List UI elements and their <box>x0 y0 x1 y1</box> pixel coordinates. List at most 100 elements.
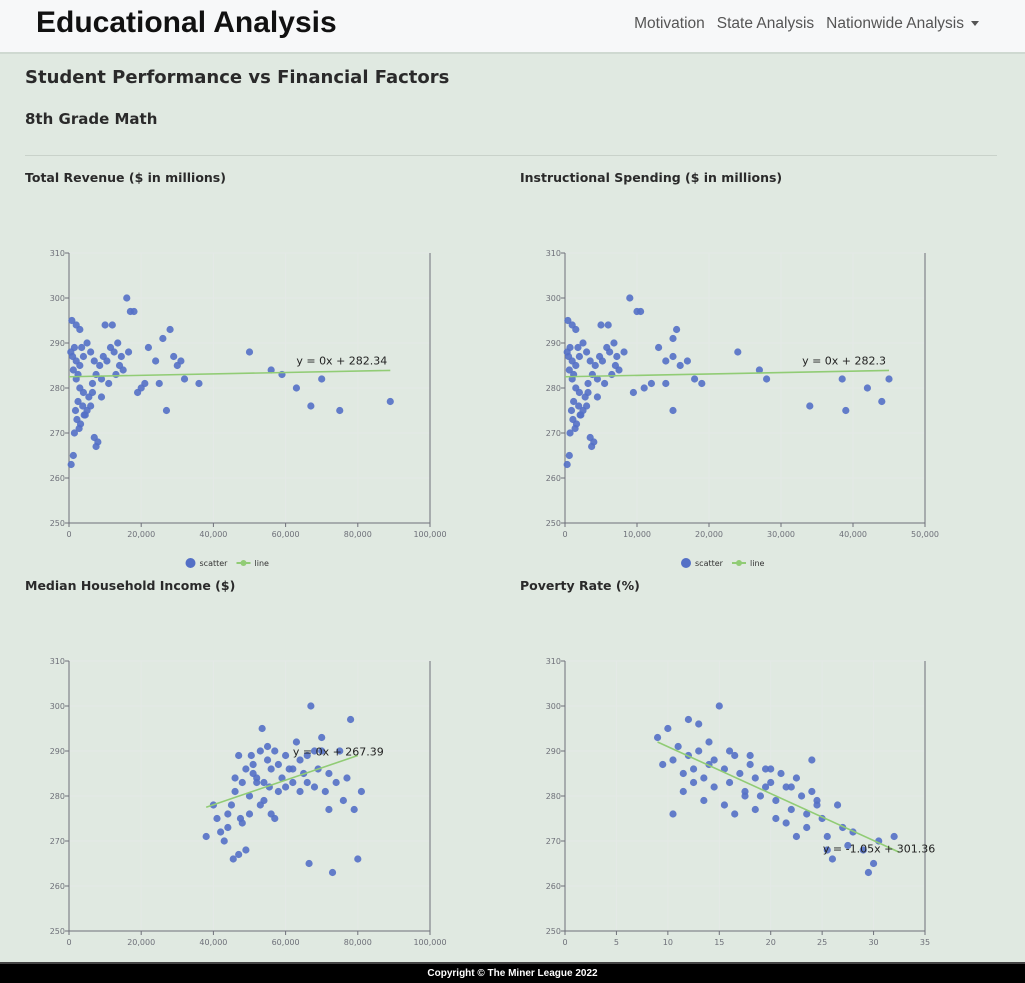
scatter-point <box>755 366 764 374</box>
scatter-point <box>305 859 313 868</box>
scatter-point <box>710 756 718 764</box>
scatter-point <box>772 796 780 805</box>
scatter-point <box>669 334 677 343</box>
scatter-point <box>289 765 297 773</box>
y-tick-label: 260 <box>50 882 65 891</box>
scatter-point <box>79 388 88 397</box>
scatter-point <box>763 375 771 383</box>
scatter-point <box>669 810 677 818</box>
scatter-point <box>610 339 618 347</box>
x-tick-label: 0 <box>562 938 567 947</box>
x-tick-label: 35 <box>920 938 930 947</box>
scatter-point <box>112 370 120 379</box>
scatter-point <box>725 778 734 787</box>
chart-title-income: Median Household Income ($) <box>25 578 236 593</box>
nav-nationwide-analysis[interactable]: Nationwide Analysis <box>826 15 979 33</box>
y-tick-label: 260 <box>546 474 561 483</box>
scatter-point <box>217 828 225 836</box>
scatter-point <box>303 751 311 760</box>
scatter-point <box>565 451 573 460</box>
scatter-point <box>321 787 329 796</box>
y-tick-label: 310 <box>50 249 65 258</box>
scatter-point <box>700 796 708 805</box>
scatter-point <box>613 352 621 361</box>
scatter-point <box>813 801 821 809</box>
x-tick-label: 50,000 <box>911 530 939 539</box>
scatter-point <box>69 366 77 374</box>
legend-scatter-label: scatter <box>200 559 229 568</box>
scatter-point <box>569 415 577 424</box>
x-tick-label: 100,000 <box>413 938 446 947</box>
scatter-point <box>336 747 344 755</box>
scatter-point <box>673 325 681 334</box>
scatter-point <box>577 411 585 419</box>
scatter-point <box>90 357 98 365</box>
scatter-chart-1: 250 260 270 280 290 300 310 0 10,000 20,000 30,000… <box>546 249 939 568</box>
scatter-point <box>655 343 663 352</box>
x-tick-label: 40,000 <box>199 530 227 539</box>
y-tick-label: 310 <box>50 657 65 666</box>
scatter-point <box>689 765 698 773</box>
scatter-point <box>746 760 754 769</box>
scatter-point <box>869 859 878 868</box>
scatter-point <box>705 738 713 746</box>
x-tick-label: 0 <box>66 938 71 947</box>
scatter-point <box>245 810 254 818</box>
scatter-point <box>647 379 656 388</box>
scatter-point <box>591 361 599 370</box>
scatter-chart-3: 250 260 270 280 290 300 310 0 5 10 15 20 25 30 35 y = -… <box>546 657 936 947</box>
x-tick-label: 10,000 <box>623 530 651 539</box>
scatter-point <box>629 388 638 397</box>
scatter-point <box>684 715 693 724</box>
scatter-point <box>97 375 106 383</box>
scatter-point <box>115 361 124 370</box>
scatter-point <box>604 321 612 329</box>
scatter-point <box>584 388 592 397</box>
scatter-point <box>123 294 131 302</box>
scatter-point <box>133 388 142 397</box>
scatter-point <box>141 379 149 388</box>
equation-label: y = 0x + 267.39 <box>293 746 384 759</box>
scatter-point <box>76 361 84 370</box>
scatter-point <box>691 375 699 383</box>
scatter-point <box>720 801 729 809</box>
scatter-point <box>88 388 97 397</box>
scatter-point <box>586 357 594 365</box>
x-tick-label: 0 <box>562 530 567 539</box>
scatter-point <box>725 747 734 755</box>
scatter-point <box>640 384 648 392</box>
y-tick-label: 290 <box>546 747 561 756</box>
brand-title[interactable]: Educational Analysis <box>36 6 337 39</box>
x-tick-label: 15 <box>714 938 724 947</box>
scatter-point <box>782 783 790 791</box>
scatter-point <box>571 424 579 433</box>
legend-line-dot <box>736 560 742 566</box>
scatter-point <box>659 760 667 769</box>
scatter-point <box>806 402 814 410</box>
scatter-point <box>67 348 75 356</box>
scatter-point <box>606 348 614 356</box>
scatter-point <box>271 747 279 755</box>
scatter-point <box>144 343 153 352</box>
scatter-chart-0: 250 260 270 280 290 300 310 0 20,000 40,000 60,000… <box>50 249 447 568</box>
scatter-point <box>235 751 243 760</box>
scatter-point <box>593 393 602 401</box>
scatter-point <box>575 402 583 410</box>
scatter-point <box>386 397 394 406</box>
scatter-point <box>864 868 873 877</box>
y-tick-label: 280 <box>50 384 65 393</box>
y-tick-label: 300 <box>50 294 65 303</box>
chart-title-poverty: Poverty Rate (%) <box>520 578 640 593</box>
scatter-point <box>296 787 304 796</box>
scatter-point <box>332 778 340 787</box>
scatter-point <box>885 375 893 383</box>
scatter-point <box>258 724 266 733</box>
nav-state-analysis[interactable]: State Analysis <box>716 15 815 32</box>
scatter-point <box>274 760 282 769</box>
nav-motivation[interactable]: Motivation <box>634 15 705 32</box>
chart-title-instructional: Instructional Spending ($ in millions) <box>520 170 783 185</box>
scatter-point <box>166 325 174 334</box>
scatter-point <box>695 720 703 728</box>
y-tick-label: 260 <box>50 474 65 483</box>
x-tick-label: 40,000 <box>199 938 227 947</box>
